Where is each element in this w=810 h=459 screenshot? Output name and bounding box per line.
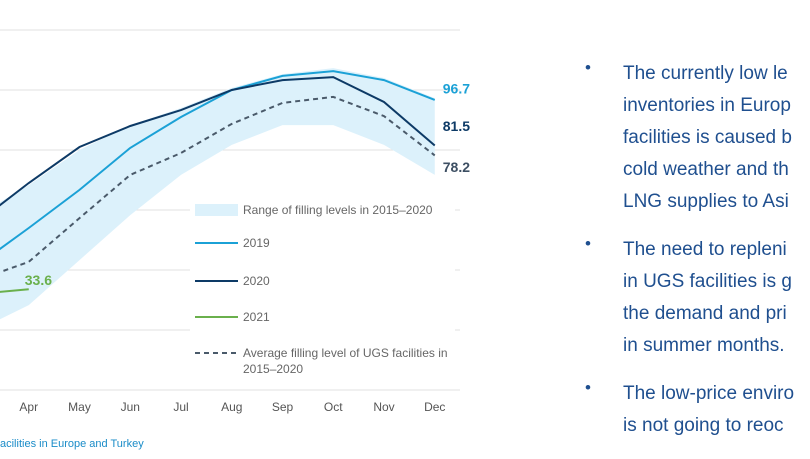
bullet-line: the demand and pri bbox=[623, 303, 787, 324]
bullet-line: The need to repleni bbox=[623, 239, 787, 260]
bullet-line: in UGS facilities is g bbox=[623, 271, 792, 292]
bullet-dot: • bbox=[585, 234, 591, 253]
legend-label: 2021 bbox=[243, 310, 270, 324]
x-tick-label: Dec bbox=[424, 400, 445, 414]
series-line bbox=[0, 288, 29, 293]
end-label: 96.7 bbox=[443, 81, 470, 97]
legend-item: 2021 bbox=[243, 310, 270, 324]
bullet-dot: • bbox=[585, 58, 591, 77]
x-tick-label: Oct bbox=[324, 400, 343, 414]
bullet: • The need to repleni in UGS facilities is… bbox=[585, 234, 810, 362]
x-tick-label: May bbox=[68, 400, 91, 414]
bullet-line: cold weather and th bbox=[623, 159, 789, 180]
x-tick-label: Aug bbox=[221, 400, 242, 414]
bullet-line: inventories in Europ bbox=[623, 95, 791, 116]
end-label: 78.2 bbox=[443, 159, 470, 175]
end-label: 33.6 bbox=[25, 272, 52, 288]
legend-label: Average filling level of UGS facilities … bbox=[243, 346, 448, 376]
range-band bbox=[0, 68, 435, 320]
bullet-line: LNG supplies to Asi bbox=[623, 191, 789, 212]
series-line bbox=[0, 76, 436, 207]
bullet: • The currently low le inventories in Euro… bbox=[585, 58, 810, 218]
end-label: 81.5 bbox=[443, 118, 470, 134]
x-tick-label: Jun bbox=[121, 400, 140, 414]
legend-item: 2019 bbox=[243, 236, 270, 250]
legend-label: 2019 bbox=[243, 236, 270, 250]
caption: acilities in Europe and Turkey bbox=[0, 438, 144, 450]
bullet-line: facilities is caused b bbox=[623, 127, 792, 148]
bullet-line: is not going to reoc bbox=[623, 415, 784, 436]
legend-label: Range of filling levels in 2015–2020 bbox=[243, 203, 433, 217]
legend-item: Range of filling levels in 2015–2020 bbox=[243, 203, 433, 217]
legend-swatch bbox=[195, 204, 238, 216]
x-tick-label: Sep bbox=[272, 400, 294, 414]
bullet-dot: • bbox=[585, 378, 591, 397]
bullet-line: The currently low le bbox=[623, 63, 788, 84]
bullet-list: • The currently low le inventories in Euro… bbox=[585, 58, 810, 448]
legend-label: 2020 bbox=[243, 274, 270, 288]
series-line bbox=[0, 95, 436, 274]
bullet-line: in summer months. bbox=[623, 335, 785, 356]
bullet: • The low-price enviro is not going to reo… bbox=[585, 378, 810, 442]
series-line bbox=[0, 70, 436, 251]
chart: Apr May Jun Jul Aug Sep Oct Nov Dec Range of fill… bbox=[0, 29, 470, 414]
legend-item: 2020 bbox=[243, 274, 270, 288]
legend-item: Average filling level of UGS facilities … bbox=[243, 346, 448, 376]
x-tick-label: Apr bbox=[19, 400, 38, 414]
bullet-line: The low-price enviro bbox=[623, 383, 795, 404]
x-tick-label: Jul bbox=[173, 400, 188, 414]
x-tick-label: Nov bbox=[373, 400, 394, 414]
